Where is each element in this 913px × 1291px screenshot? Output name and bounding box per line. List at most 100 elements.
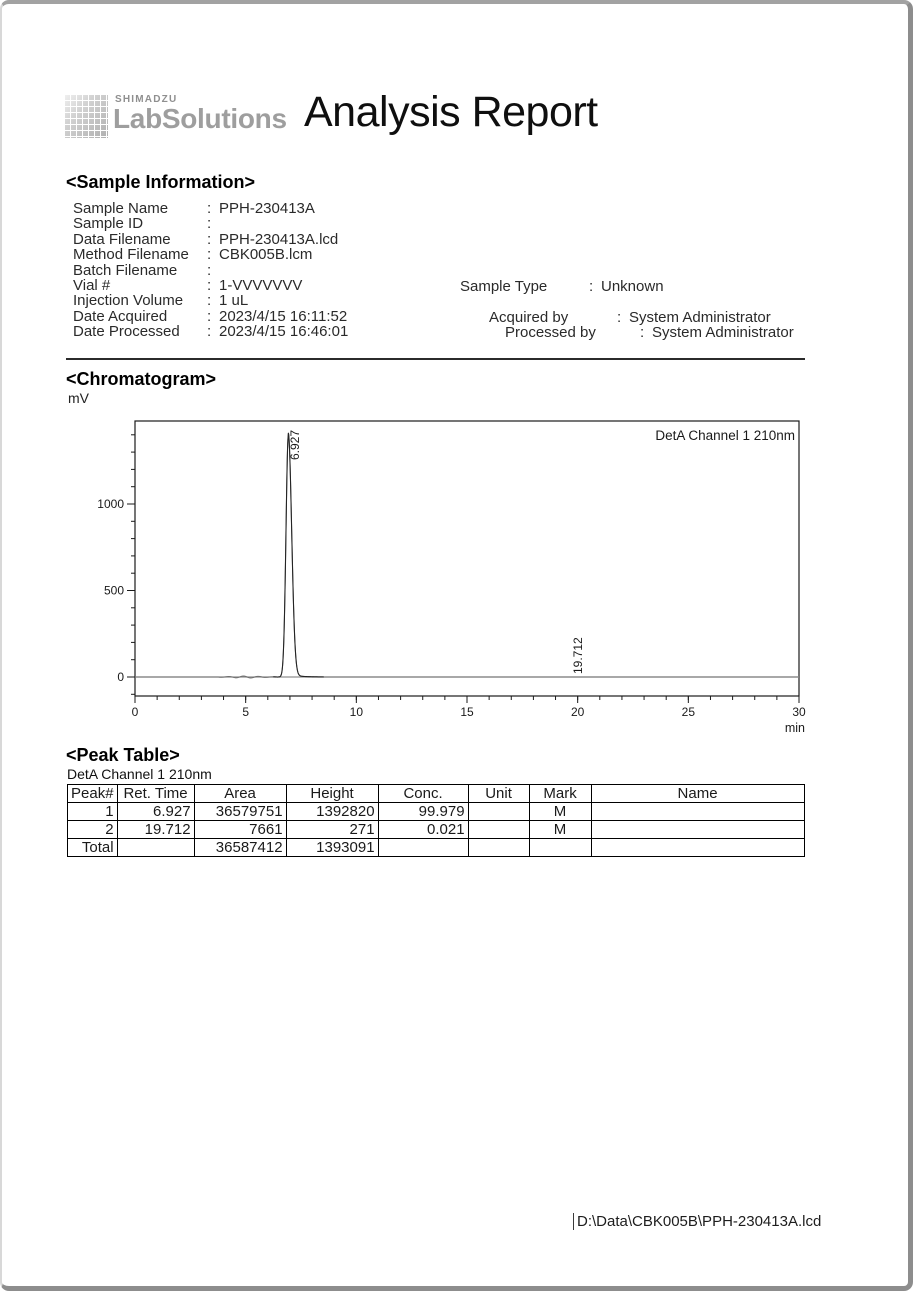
chromatogram-trace-peak [273,432,324,678]
peak-table-row: 2 19.712 7661 271 0.021 M [67,820,805,839]
sample-info-colon: : [207,292,212,310]
sample-info-colon: : [640,324,645,341]
peak-table-cell: 36579751 [193,802,287,821]
peak-table-total-cell [116,838,195,857]
chromatogram-chart: 0 500 1000 0 5 10 15 20 25 30 min DetA Channel 1 21… [47,396,817,746]
peak-table-header-row: Peak# Ret. Time Area Height Conc. Unit Mark Nam… [67,784,805,803]
peak-table-heading: <Peak Table> [66,745,180,765]
y-tick-label: 0 [117,670,124,684]
detector-channel-label: DetA Channel 1 210nm [655,428,795,443]
sample-info-row: Data Filename: PPH-230413A.lcd [73,230,348,248]
sample-info-label: Sample Name [73,200,169,217]
section-divider [66,358,805,360]
peak-table-cell: 1 [67,802,118,821]
sample-info-colon: : [207,200,212,217]
peak-table-header-cell: Ret. Time [116,784,195,803]
sample-info-value: 1 uL [219,292,249,310]
peak-table-cell: 271 [285,820,379,839]
sample-info-value: System Administrator [652,324,794,341]
peak-table-header-cell: Conc. [377,784,469,803]
y-tick-label: 500 [104,584,124,598]
peak-retention-time-label: 6.927 [288,430,302,460]
sample-info-value: 1-VVVVVVV [219,277,303,295]
peak-table-total-cell: Total [67,838,118,857]
peak-table-row: 1 6.927 36579751 1392820 99.979 M [67,802,805,821]
x-tick-label: 0 [132,705,139,719]
plot-border [134,420,800,697]
sample-info-label: Batch Filename [73,261,178,279]
peak-table-header-cell: Name [590,784,805,803]
x-tick-label: 20 [571,705,585,719]
sample-info-row: Sample Type: Unknown [460,278,664,295]
sample-info-colon: : [589,278,594,295]
sample-info-label: Acquired by [489,309,569,326]
peak-table-cell: 7661 [193,820,287,839]
x-tick-label: 10 [350,705,364,719]
peak-table-cell: 1392820 [285,802,379,821]
sample-info-colon: : [207,261,212,279]
sample-information-left-column: Sample Name: PPH-230413A Sample ID: Data Fi… [73,201,348,340]
peak-table-header-cell: Unit [467,784,530,803]
sample-info-row: Vial #:1-VVVVVVV [73,277,348,295]
shimadzu-logo-grid-icon [65,95,108,138]
x-tick-label: 30 [792,705,806,719]
peak-table-total-cell [467,838,530,857]
chromatogram-svg: 0 500 1000 0 5 10 15 20 25 30 min DetA Channel 1 21… [97,420,806,735]
sample-info-colon: : [207,277,212,295]
peak-table-total-row: Total 36587412 1393091 [67,838,805,857]
peak-table-total-cell [528,838,592,857]
x-tick-label: 5 [242,705,249,719]
peak-table: Peak# Ret. Time Area Height Conc. Unit Mark Nam… [67,784,805,857]
sample-info-value: 2023/4/15 16:11:52 [219,307,348,325]
peak-table-cell: 2 [67,820,118,839]
chromatogram-heading: <Chromatogram> [66,369,217,389]
page-title: Analysis Report [304,88,598,136]
peak-table-cell [590,820,805,839]
sample-info-colon: : [207,307,212,325]
peak-table-cell [467,820,530,839]
sample-info-colon: : [617,309,622,326]
sample-info-row: Injection Volume:1 uL [73,292,348,310]
sample-info-colon: : [207,323,212,341]
sample-info-label: Method Filename [73,246,189,264]
sample-info-label: Injection Volume [73,292,184,310]
peak-table-header-cell: Height [285,784,379,803]
peak-table-cell: 6.927 [116,802,195,821]
y-tick-label: 1000 [97,497,124,511]
sample-info-label: Sample Type [460,278,548,295]
sample-info-row: Method Filename: CBK005B.lcm [73,246,348,264]
sample-info-row: Processed by: System Administrator [505,324,794,341]
sample-info-value: PPH-230413A [219,200,315,217]
sample-info-label: Processed by [505,324,596,341]
peak-retention-time-label: 19.712 [571,637,585,674]
x-tick-label: 15 [460,705,474,719]
sample-info-label: Date Acquired [73,307,168,325]
peak-table-cell [590,802,805,821]
sample-info-value: CBK005B.lcm [219,246,313,264]
sample-info-row: Acquired by: System Administrator [489,309,771,326]
peak-table-subtitle: DetA Channel 1 210nm [67,766,212,782]
sample-info-value: System Administrator [629,309,771,326]
brand-labsolutions: LabSolutions [113,103,287,134]
peak-table-cell: M [528,820,592,839]
peak-table-total-cell [377,838,469,857]
peak-table-header-cell: Peak# [67,784,118,803]
sample-info-label: Sample ID [73,215,144,233]
peak-table-total-cell: 36587412 [193,838,287,857]
peak-table-cell: M [528,802,592,821]
peak-table-cell: 99.979 [377,802,469,821]
footer-file-path: D:\Data\CBK005B\PPH-230413A.lcd [573,1213,821,1230]
sample-info-colon: : [207,230,212,248]
peak-table-total-cell [590,838,805,857]
peak-table-header-cell: Area [193,784,287,803]
peak-table-total-cell: 1393091 [285,838,379,857]
peak-table-cell [467,802,530,821]
sample-info-value: 2023/4/15 16:46:01 [219,323,349,341]
sample-info-value: PPH-230413A.lcd [219,230,339,248]
peak-table-container: Peak# Ret. Time Area Height Conc. Unit Mark Nam… [67,784,805,857]
sample-info-label: Date Processed [73,323,180,341]
sample-info-label: Data Filename [73,230,171,248]
sample-info-row: Sample ID: [73,215,348,233]
sample-info-row: Date Acquired:2023/4/15 16:11:52 [73,307,348,325]
